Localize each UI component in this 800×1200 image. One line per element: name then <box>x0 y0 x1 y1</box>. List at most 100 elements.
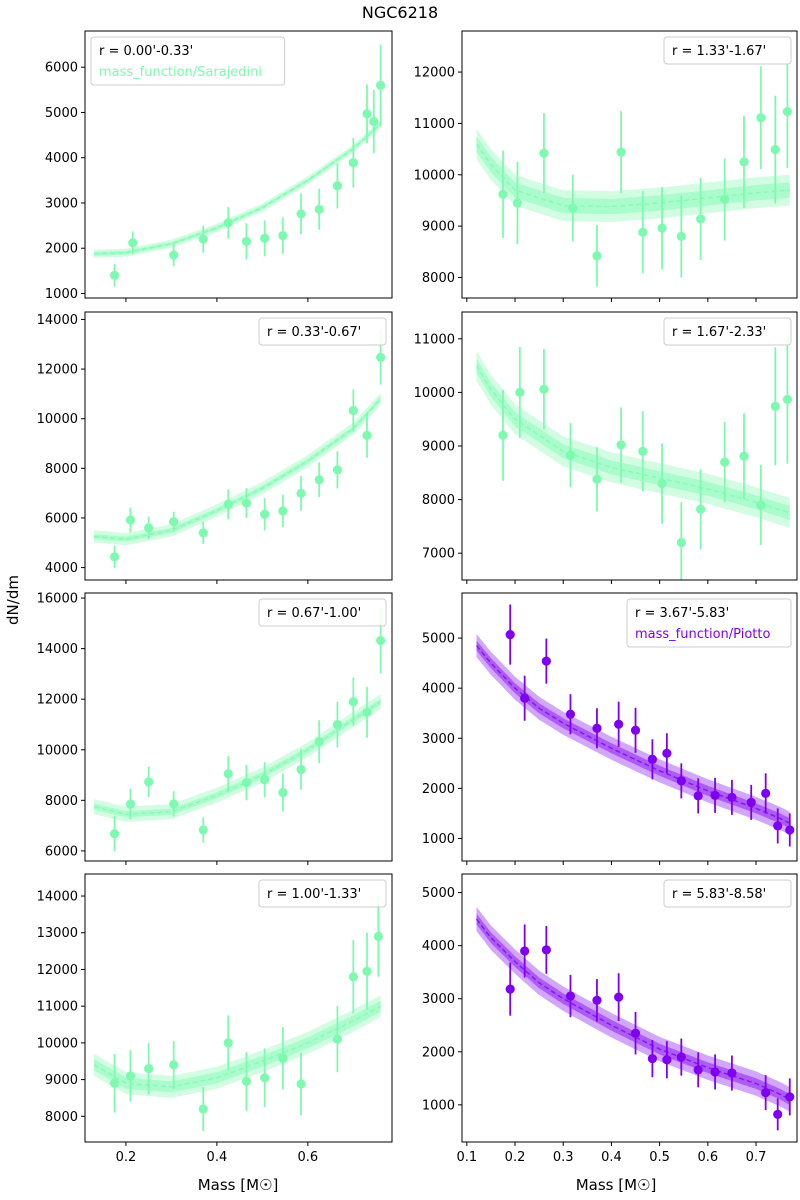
axes-frame <box>461 592 798 862</box>
x-tick-label: 0.3 <box>553 1150 574 1165</box>
data-point <box>198 825 208 835</box>
data-point <box>144 1063 154 1074</box>
data-point <box>693 791 703 801</box>
data-point <box>693 1065 703 1075</box>
data-point <box>614 719 624 729</box>
legend-annotation: r = 1.33'-1.67' <box>672 44 766 59</box>
data-point <box>770 145 780 155</box>
data-point <box>676 776 686 786</box>
axes-frame <box>461 311 798 581</box>
x-tick-label: 0.5 <box>649 1150 670 1165</box>
y-tick-label: 16000 <box>37 592 78 607</box>
model-median-line <box>94 123 382 255</box>
x-tick-label: 0.1 <box>456 1150 477 1165</box>
data-point <box>616 440 626 450</box>
model-band-inner <box>476 913 790 1105</box>
y-tick-label: 12000 <box>414 66 455 81</box>
data-point <box>630 1028 641 1038</box>
data-point <box>144 523 154 533</box>
y-tick-label: 9000 <box>422 220 455 235</box>
x-tick-label: 0.7 <box>746 1150 767 1165</box>
legend-annotation: r = 5.83'-8.58' <box>672 887 766 902</box>
axes-frame <box>84 30 393 299</box>
plot-area <box>93 607 386 852</box>
data-point <box>785 825 795 835</box>
data-point <box>756 113 766 123</box>
data-point <box>241 1076 252 1087</box>
y-tick-label: 3000 <box>422 992 455 1007</box>
data-point <box>369 116 379 127</box>
data-point <box>198 528 208 538</box>
data-point <box>676 231 686 241</box>
data-point <box>296 488 306 498</box>
legend-series-label: mass_function/Piotto <box>635 627 770 642</box>
y-tick-label: 14000 <box>37 890 78 905</box>
y-tick-label: 10000 <box>37 743 78 758</box>
y-tick-label: 3000 <box>422 732 455 747</box>
data-point <box>657 223 667 233</box>
data-point <box>520 946 530 956</box>
data-point <box>739 157 749 167</box>
y-tick-label: 11000 <box>37 1000 78 1015</box>
data-point <box>638 227 648 237</box>
data-point <box>332 181 343 191</box>
data-point <box>541 656 551 666</box>
axes-frame <box>461 873 798 1143</box>
data-point <box>376 352 386 363</box>
data-point <box>727 1068 737 1078</box>
plot-area <box>475 55 792 287</box>
axes-frame <box>84 311 393 581</box>
data-point <box>710 790 720 800</box>
data-point <box>109 270 120 280</box>
x-tick-label: 0.6 <box>697 1150 718 1165</box>
data-point <box>761 1088 771 1098</box>
data-point <box>373 931 383 942</box>
data-point <box>278 230 288 241</box>
legend-box <box>663 879 792 908</box>
model-median-line <box>475 918 791 1101</box>
data-point <box>565 709 576 719</box>
axes-frame <box>461 30 798 299</box>
model-median-line <box>94 398 382 540</box>
y-tick-label: 10000 <box>414 168 455 183</box>
y-tick-label: 6000 <box>45 61 78 76</box>
plot-area <box>94 44 386 287</box>
data-point <box>565 991 576 1001</box>
legend-annotation: r = 1.00'-1.33' <box>267 887 361 902</box>
panels-group: 1000 2000 3000 4000 5000 6000 r = 0.00'-0.33' m… <box>37 30 798 1165</box>
data-point <box>109 829 120 839</box>
data-point <box>720 457 730 467</box>
data-point <box>278 1053 288 1063</box>
data-point <box>541 945 551 955</box>
data-point <box>662 748 672 758</box>
data-point <box>785 1092 795 1102</box>
x-axis-title-right: Mass [M☉] <box>576 1176 657 1194</box>
data-point <box>695 214 706 224</box>
data-point <box>539 384 549 394</box>
model-band-outer <box>476 128 790 222</box>
data-point <box>198 1104 208 1114</box>
data-point <box>616 147 626 157</box>
y-tick-label: 8000 <box>422 271 455 286</box>
data-point <box>278 787 288 798</box>
legend-series-label: mass_function/Sarajedini <box>99 65 262 80</box>
data-point <box>362 109 372 119</box>
data-point <box>125 799 136 809</box>
data-point <box>592 723 602 733</box>
legend-annotation: r = 0.33'-0.67' <box>267 325 361 340</box>
data-point <box>314 475 324 485</box>
data-point <box>125 1071 136 1081</box>
y-tick-label: 4000 <box>45 151 78 166</box>
model-median-line <box>475 365 791 514</box>
y-tick-label: 10000 <box>414 386 455 401</box>
model-band-inner <box>94 1000 381 1093</box>
legend-annotation: r = 3.67'-5.83' <box>635 606 729 621</box>
y-tick-label: 9000 <box>45 1073 78 1088</box>
data-point <box>223 769 233 779</box>
y-tick-label: 4000 <box>45 561 78 576</box>
data-point <box>657 478 667 489</box>
legend-box <box>258 317 387 346</box>
y-tick-label: 4000 <box>422 682 455 697</box>
panel-7: 8000 9000 10000 11000 12000 13000 14000 0.2 0.4 0… <box>37 873 393 1165</box>
